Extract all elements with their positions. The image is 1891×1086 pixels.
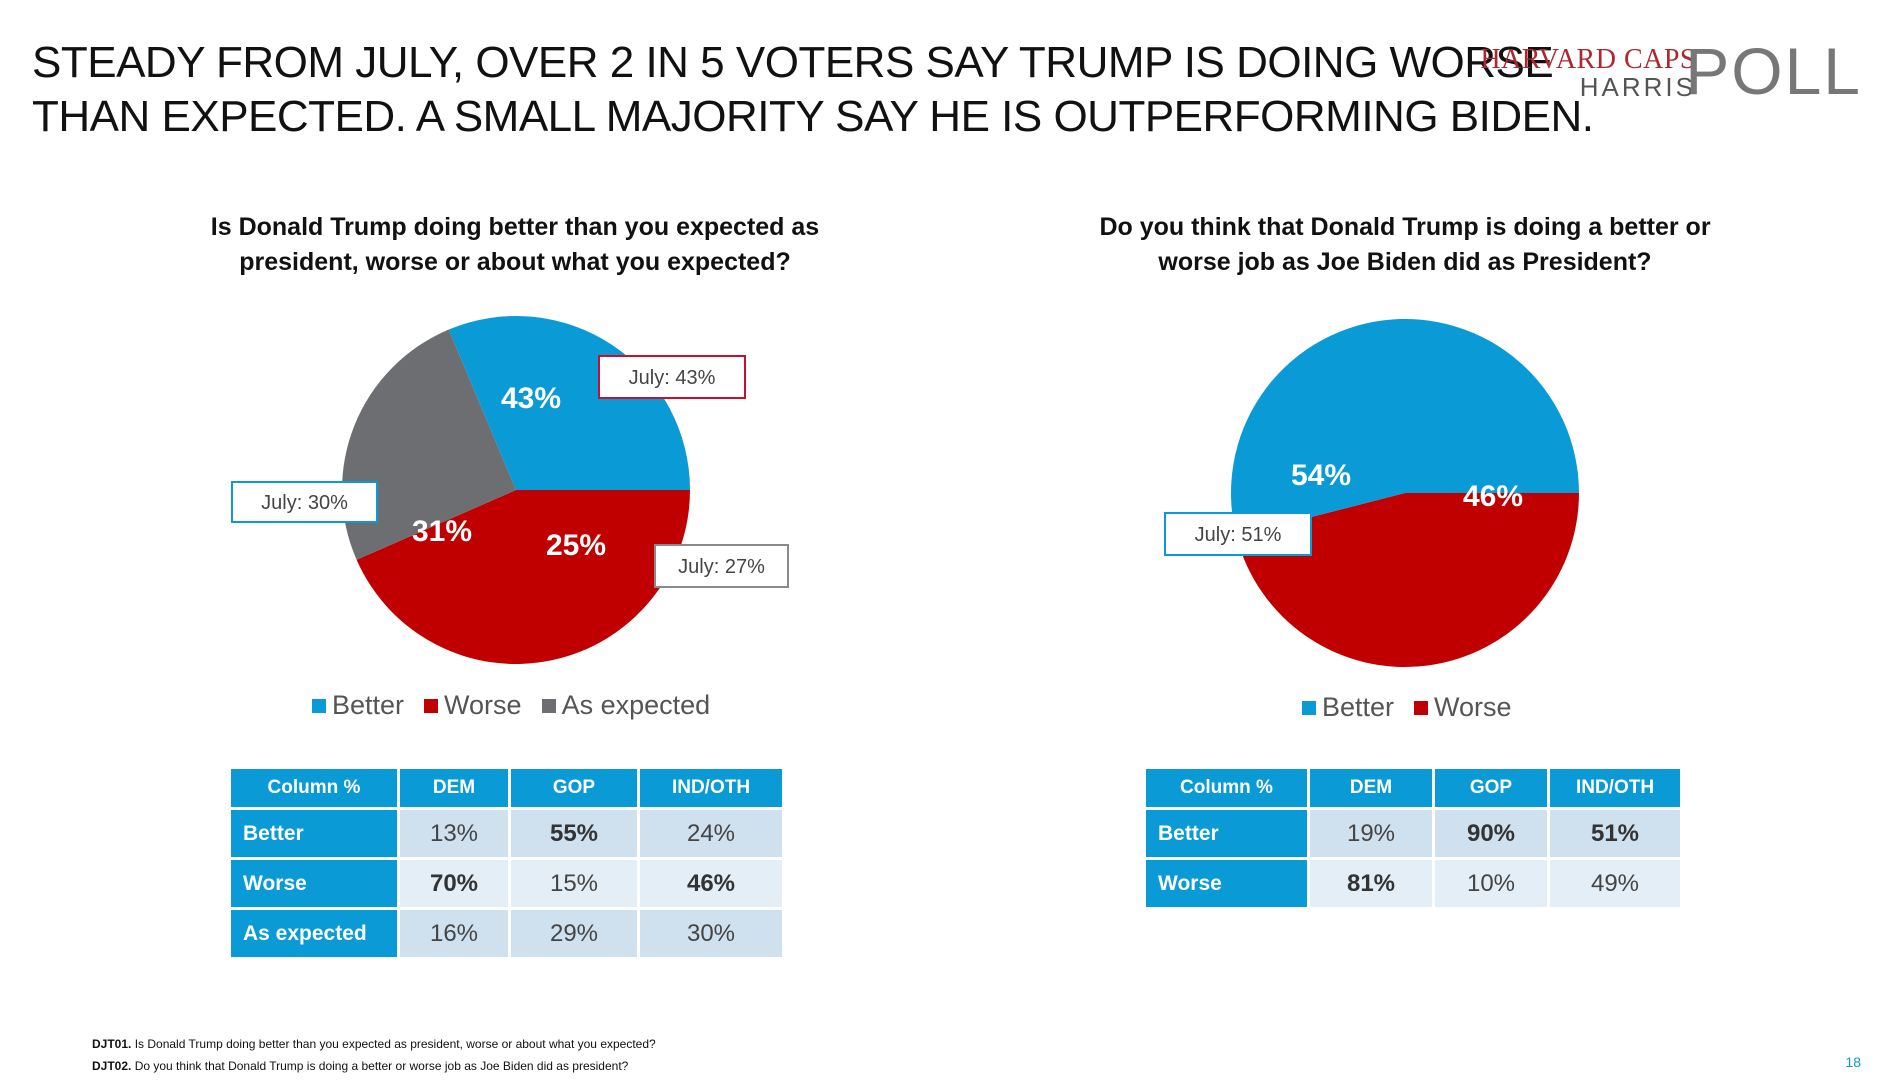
row-label: Better <box>1146 810 1307 857</box>
footnote-2-text: Do you think that Donald Trump is doing … <box>134 1059 629 1073</box>
logo-caps-text: HARVARD CAPS <box>1480 44 1696 75</box>
legend-swatch-as-expected <box>541 698 556 713</box>
chart-1-title: Is Donald Trump doing better than you ex… <box>160 210 870 280</box>
table-cell: 81% <box>1310 860 1432 907</box>
legend-label-worse: Worse <box>444 690 522 720</box>
footnote-1-code: DJT01. <box>92 1037 132 1051</box>
table-cell: 13% <box>400 810 508 857</box>
footnote-2-code: DJT02. <box>92 1059 132 1073</box>
chart-1-title-line-2: president, worse or about what you expec… <box>239 248 791 276</box>
table-header-row: Column % DEM GOP IND/OTH <box>1146 769 1680 807</box>
headline: STEADY FROM JULY, OVER 2 IN 5 VOTERS SAY… <box>32 36 1594 144</box>
headline-line-1: STEADY FROM JULY, OVER 2 IN 5 VOTERS SAY… <box>32 38 1554 87</box>
table-cell: 24% <box>640 810 782 857</box>
callout-text: July: 27% <box>678 556 765 578</box>
table-cell: 49% <box>1550 860 1680 907</box>
legend-swatch-better <box>312 698 326 713</box>
footnote-1-text: Is Donald Trump doing better than you ex… <box>134 1037 656 1051</box>
table-row: Worse 81% 10% 49% <box>1146 860 1680 907</box>
table-row: Better 19% 90% 51% <box>1146 810 1680 857</box>
footnote-2: DJT02. Do you think that Donald Trump is… <box>92 1055 656 1077</box>
table-cell: 19% <box>1310 810 1432 857</box>
table-header-cell: GOP <box>1435 769 1547 807</box>
pie-label-worse: 46% <box>1463 480 1523 513</box>
table-row: Better 13% 55% 24% <box>231 810 782 857</box>
legend-swatch-worse <box>1414 700 1429 715</box>
table-cell: 29% <box>511 910 637 957</box>
table-cell: 90% <box>1435 810 1547 857</box>
table-cell: 51% <box>1550 810 1680 857</box>
table-row: Worse 70% 15% 46% <box>231 860 782 907</box>
callout-better: July: 51% <box>1164 512 1312 556</box>
pie-slice-as-expected <box>342 329 516 560</box>
legend-item-as-expected: As expected <box>541 690 711 721</box>
callout-text: July: 43% <box>629 367 716 389</box>
table-cell: 10% <box>1435 860 1547 907</box>
callout-box <box>231 481 378 523</box>
table-cell: 15% <box>511 860 637 907</box>
pie-label-better: 31% <box>412 515 472 548</box>
pie-label-worse: 43% <box>501 382 561 415</box>
callout-box <box>598 355 746 399</box>
legend-label-better: Better <box>332 690 405 720</box>
table-header-row: Column % DEM GOP IND/OTH <box>231 769 782 807</box>
logo-harris-text: HARRIS <box>1579 72 1696 102</box>
footnote-1: DJT01. Is Donald Trump doing better than… <box>92 1033 656 1055</box>
table-cell: 55% <box>511 810 637 857</box>
callout-box <box>1164 512 1312 556</box>
chart-2-title-line-1: Do you think that Donald Trump is doing … <box>1099 213 1711 241</box>
callout-text: July: 51% <box>1195 524 1282 546</box>
crosstab-table-1: Column % DEM GOP IND/OTH Better 13% 55% … <box>228 766 785 960</box>
table-header-cell: DEM <box>1310 769 1432 807</box>
callout-worse: July: 43% <box>598 355 746 399</box>
table-row: As expected 16% 29% 30% <box>231 910 782 957</box>
harvard-caps-harris-poll-logo: HARVARD CAPS HARRIS POLL <box>1480 38 1870 104</box>
legend-item-worse: Worse <box>424 690 522 721</box>
footnotes: DJT01. Is Donald Trump doing better than… <box>92 1033 656 1077</box>
pie-label-better: 54% <box>1291 459 1351 492</box>
table-cell: 46% <box>640 860 782 907</box>
chart-1-title-line-1: Is Donald Trump doing better than you ex… <box>210 213 820 241</box>
headline-line-2: THAN EXPECTED. A SMALL MAJORITY SAY HE I… <box>32 92 1594 141</box>
legend-label-better: Better <box>1322 692 1395 722</box>
pie-slice-better <box>1231 318 1579 537</box>
callout-better: July: 30% <box>231 481 378 523</box>
callout-box <box>654 544 789 588</box>
table-cell: 70% <box>400 860 508 907</box>
pie-slice-worse <box>356 490 690 664</box>
chart-2-title-line-2: worse job as Joe Biden did as President? <box>1158 248 1652 276</box>
row-label: Better <box>231 810 397 857</box>
table-cell: 30% <box>640 910 782 957</box>
callout-text: July: 30% <box>261 492 348 514</box>
chart-2-legend: Better Worse <box>1302 692 1512 723</box>
callout-as-expected: July: 27% <box>654 544 789 588</box>
table-header-cell: GOP <box>511 769 637 807</box>
table-header-cell: Column % <box>1146 769 1307 807</box>
table-cell: 16% <box>400 910 508 957</box>
row-label: As expected <box>231 910 397 957</box>
logo-poll-text: POLL <box>1685 34 1862 108</box>
table-header-cell: IND/OTH <box>1550 769 1680 807</box>
page-number: 18 <box>1845 1054 1861 1070</box>
chart-2-title: Do you think that Donald Trump is doing … <box>1080 210 1730 280</box>
table-header-cell: DEM <box>400 769 508 807</box>
legend-swatch-worse <box>424 698 439 713</box>
legend-label-worse: Worse <box>1434 692 1512 722</box>
legend-label-as-expected: As expected <box>561 690 711 720</box>
row-label: Worse <box>231 860 397 907</box>
legend-item-worse: Worse <box>1414 692 1512 723</box>
legend-item-better: Better <box>1302 692 1394 723</box>
pie-slice-worse <box>1236 493 1579 667</box>
legend-swatch-better <box>1302 700 1316 715</box>
row-label: Worse <box>1146 860 1307 907</box>
table-header-cell: IND/OTH <box>640 769 782 807</box>
legend-item-better: Better <box>312 690 404 721</box>
table-header-cell: Column % <box>231 769 397 807</box>
crosstab-table-2: Column % DEM GOP IND/OTH Better 19% 90% … <box>1143 766 1683 910</box>
chart-1-legend: Better Worse As expected <box>312 690 710 721</box>
pie-label-as-expected: 25% <box>546 529 606 562</box>
